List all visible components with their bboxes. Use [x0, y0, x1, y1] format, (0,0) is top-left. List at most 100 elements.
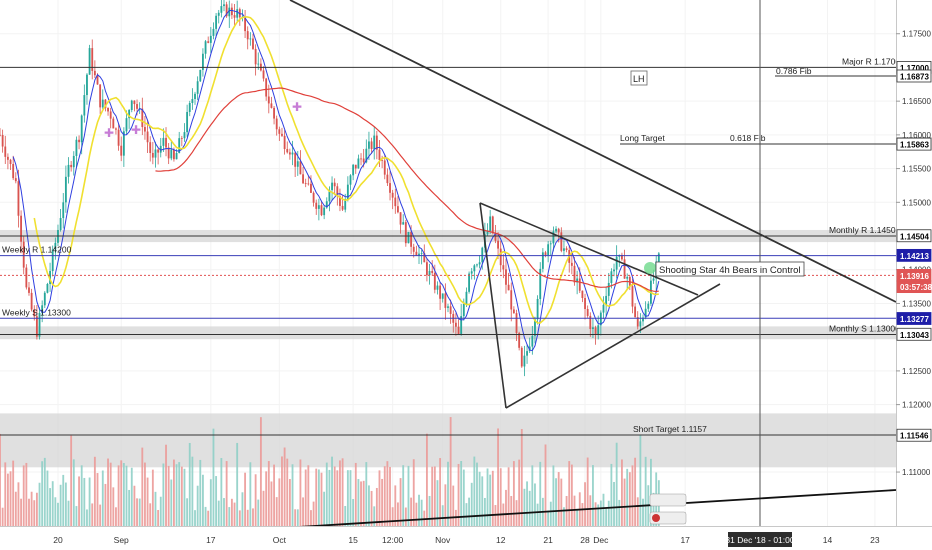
shooting-star-label: Shooting Star 4h Bears in Control [659, 265, 801, 276]
candle-body [407, 232, 410, 244]
volume-bar [613, 481, 615, 526]
volume-bar [59, 484, 62, 526]
volume-bar [20, 498, 23, 526]
candle-body [70, 164, 73, 168]
volume-bar [381, 478, 384, 526]
candle-body [339, 196, 341, 206]
price-tag-label: 1.16873 [900, 73, 929, 82]
candle-body [368, 141, 370, 149]
volume-bar [43, 457, 46, 526]
candle-body [349, 175, 352, 185]
volume-bar [592, 465, 594, 526]
candle-body [201, 53, 204, 70]
candle-body [634, 306, 637, 318]
volume-bar [481, 476, 484, 526]
candle-body [352, 164, 355, 176]
candle-body [112, 118, 115, 129]
candle-body [491, 216, 494, 233]
volume-bar [209, 479, 212, 526]
candle-body [473, 265, 476, 272]
volume-bar [22, 465, 25, 526]
descending-trendline [289, 0, 897, 303]
candle-body [399, 212, 402, 225]
candle-body [175, 153, 178, 160]
volume-bar [412, 459, 415, 526]
candle-body [636, 317, 639, 327]
candle-body [518, 332, 521, 348]
candle-body [199, 69, 202, 82]
volume-bar [312, 501, 315, 526]
candle-body [315, 202, 318, 209]
volume-bar [194, 510, 196, 526]
candle-body [67, 164, 70, 177]
candle-body [391, 192, 394, 198]
volume-bar [180, 466, 183, 526]
candle-body [310, 183, 312, 193]
volume-bar [1, 507, 4, 526]
candle-body [35, 316, 38, 337]
volume-bar [96, 473, 99, 526]
candle-body [265, 78, 268, 97]
volume-bar [425, 433, 428, 526]
candle-body [220, 6, 223, 13]
candle-body [28, 287, 30, 293]
volume-bar [357, 479, 360, 526]
volume-bar [526, 481, 528, 526]
candle-body [215, 15, 218, 29]
candle-body [468, 273, 471, 292]
candle-body [560, 232, 563, 251]
volume-bar [589, 495, 592, 526]
volume-bar [14, 491, 17, 526]
candle-body [167, 147, 170, 159]
candle-body [418, 253, 420, 256]
volume-bar [54, 497, 57, 526]
price-axis: 1.175001.165001.160001.155001.150001.140… [896, 0, 932, 550]
candle-body [428, 270, 431, 276]
candle-body [1, 135, 4, 147]
candles [0, 0, 660, 377]
x-tick-label: 23 [870, 535, 880, 545]
candle-body [404, 222, 407, 244]
candle-body [59, 218, 62, 231]
volume-bar [404, 507, 407, 526]
fib-0786-label: 0.786 Fib [776, 66, 812, 76]
y-tick-label: 1.12500 [902, 367, 931, 376]
candle-body [170, 149, 173, 159]
volume-bar [130, 467, 133, 526]
candle-body [510, 290, 513, 310]
candle-body [72, 155, 75, 168]
candle-body [476, 264, 478, 266]
candle-body [291, 152, 294, 155]
volume-bar [201, 474, 204, 526]
volume-bar [154, 491, 157, 526]
volume-bar [267, 461, 270, 526]
volume-bar [576, 509, 579, 526]
volume-bar [299, 459, 302, 526]
volume-bar [178, 462, 181, 526]
candle-body [312, 192, 315, 203]
volume-bar [439, 458, 442, 526]
candle-body [526, 351, 528, 356]
candle-body [209, 35, 212, 43]
volume-bar [307, 465, 310, 526]
volume-bar [254, 474, 257, 526]
volume-bar [70, 435, 73, 526]
candle-body [415, 251, 418, 256]
cross-marker: ✚ [292, 100, 302, 114]
candle-body [592, 327, 594, 330]
volume-bar [642, 498, 644, 526]
x-tick-label: 17 [680, 535, 690, 545]
volume-bar [204, 506, 207, 526]
volume-bar [510, 496, 513, 526]
volume-bar [296, 509, 299, 526]
candle-body [144, 127, 146, 132]
x-tick-label: 14 [823, 535, 833, 545]
volume-bar [568, 461, 571, 526]
volume-bar [423, 510, 426, 526]
candle-body [9, 159, 12, 165]
price-tag [896, 229, 932, 243]
candle-body [370, 141, 373, 150]
candle-body [307, 183, 310, 185]
candle-body [460, 316, 463, 335]
